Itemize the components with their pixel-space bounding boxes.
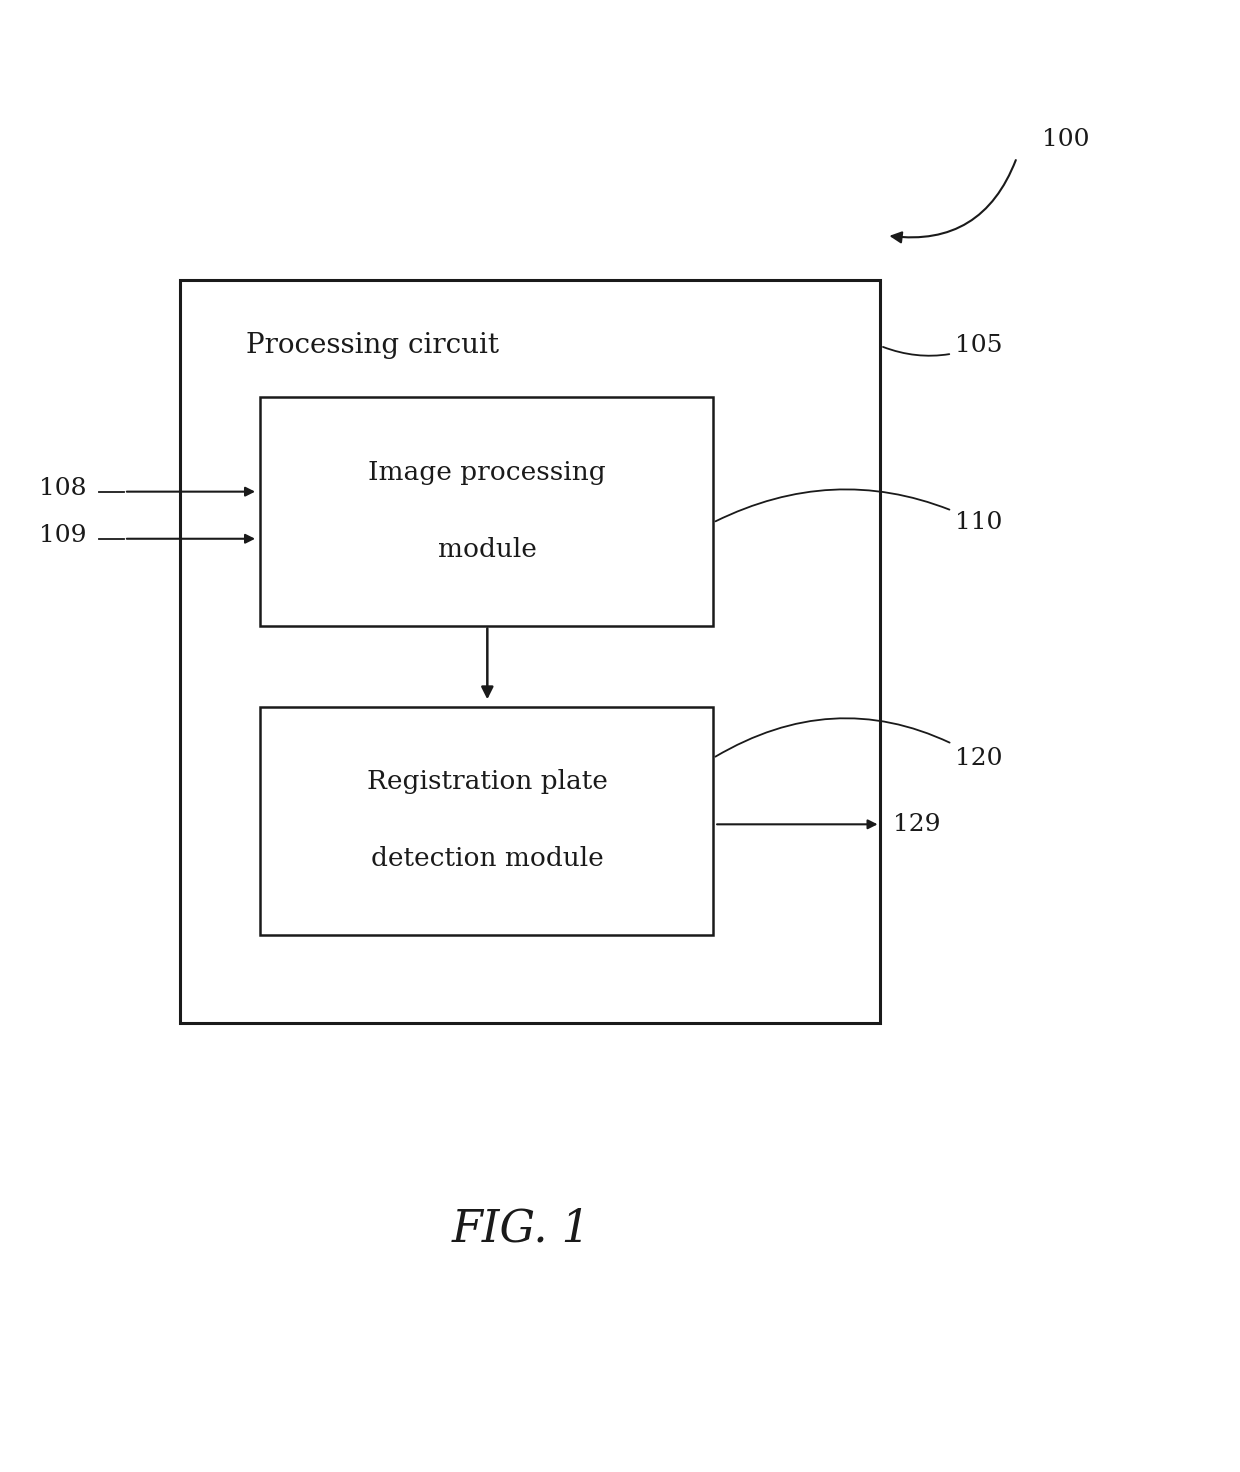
Text: 120: 120 <box>715 718 1002 770</box>
Bar <box>180 280 880 1023</box>
Text: Registration plate: Registration plate <box>367 770 608 793</box>
Bar <box>260 397 713 626</box>
Text: FIG. 1: FIG. 1 <box>451 1207 590 1251</box>
Text: detection module: detection module <box>371 846 604 870</box>
Text: module: module <box>438 537 537 561</box>
Text: 110: 110 <box>715 489 1002 534</box>
Text: 129: 129 <box>893 813 940 836</box>
Text: 109: 109 <box>40 524 87 548</box>
Text: 100: 100 <box>1042 128 1089 152</box>
Text: 105: 105 <box>883 334 1002 358</box>
Bar <box>260 707 713 935</box>
Text: 108: 108 <box>40 477 87 500</box>
Text: Processing circuit: Processing circuit <box>246 333 498 359</box>
Text: Image processing: Image processing <box>368 461 606 484</box>
